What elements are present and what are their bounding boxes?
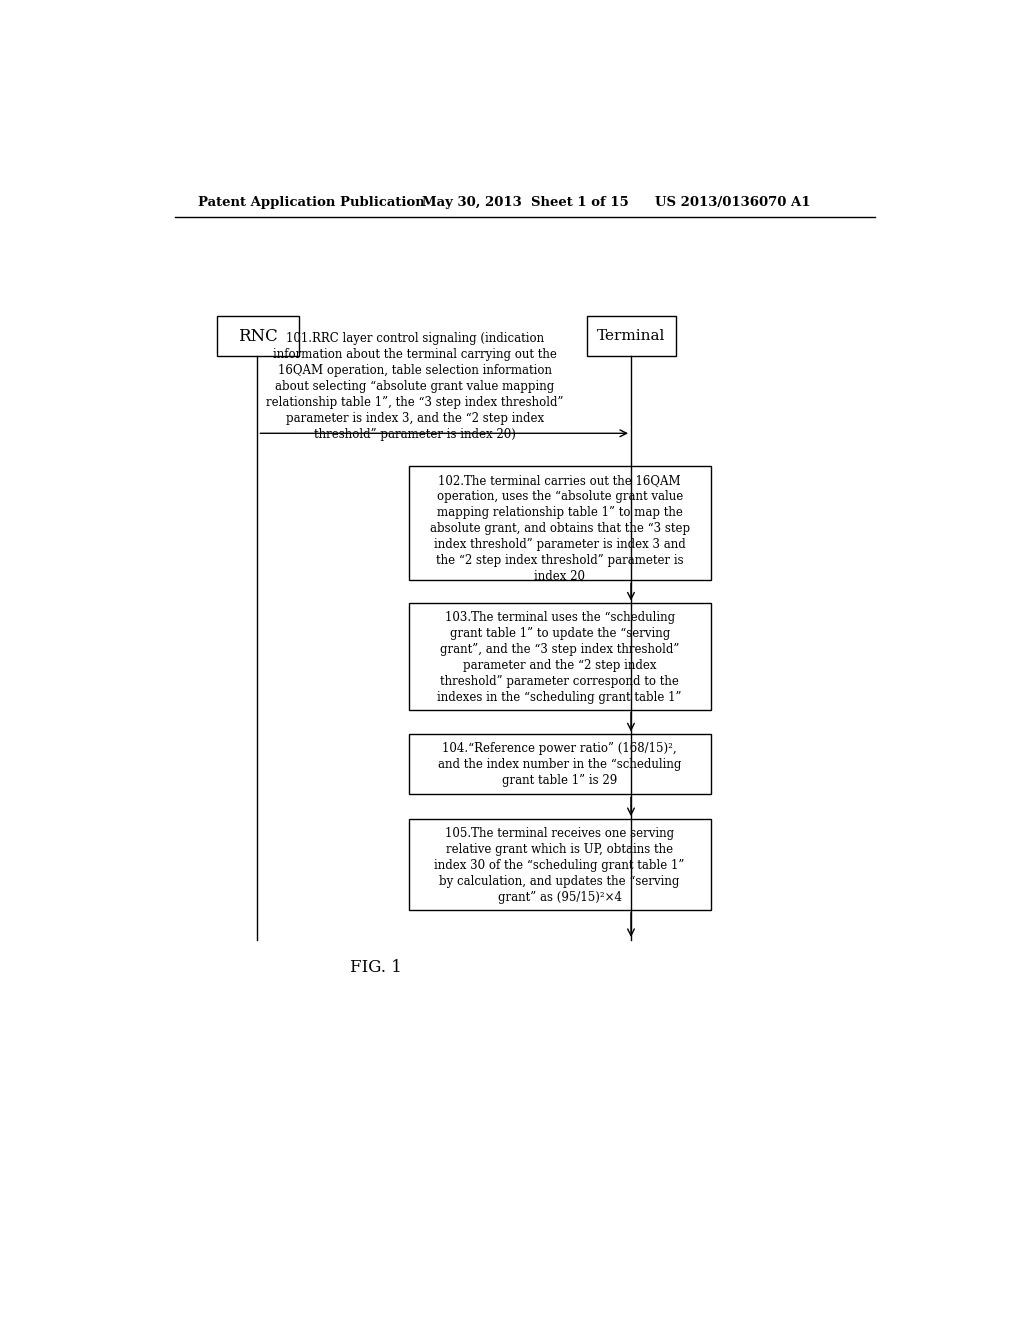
Text: 102.The terminal carries out the 16QAM
operation, uses the “absolute grant value: 102.The terminal carries out the 16QAM o…	[430, 474, 690, 583]
Text: FIG. 1: FIG. 1	[350, 960, 402, 977]
Bar	[409, 603, 711, 710]
Text: Terminal: Terminal	[597, 329, 666, 343]
Text: Patent Application Publication: Patent Application Publication	[198, 195, 425, 209]
Bar	[409, 466, 711, 581]
Text: 101.RRC layer control signaling (indication
information about the terminal carry: 101.RRC layer control signaling (indicat…	[266, 331, 563, 441]
Bar	[587, 317, 676, 356]
Bar	[409, 818, 711, 909]
Bar	[409, 734, 711, 795]
Text: 103.The terminal uses the “scheduling
grant table 1” to update the “serving
gran: 103.The terminal uses the “scheduling gr…	[437, 611, 682, 704]
Text: 105.The terminal receives one serving
relative grant which is UP, obtains the
in: 105.The terminal receives one serving re…	[434, 826, 685, 904]
Text: May 30, 2013  Sheet 1 of 15: May 30, 2013 Sheet 1 of 15	[423, 195, 630, 209]
Text: RNC: RNC	[238, 327, 278, 345]
Bar	[217, 317, 299, 356]
Text: US 2013/0136070 A1: US 2013/0136070 A1	[655, 195, 811, 209]
Text: 104.“Reference power ratio” (168/15)²,
and the index number in the “scheduling
g: 104.“Reference power ratio” (168/15)², a…	[438, 742, 681, 787]
